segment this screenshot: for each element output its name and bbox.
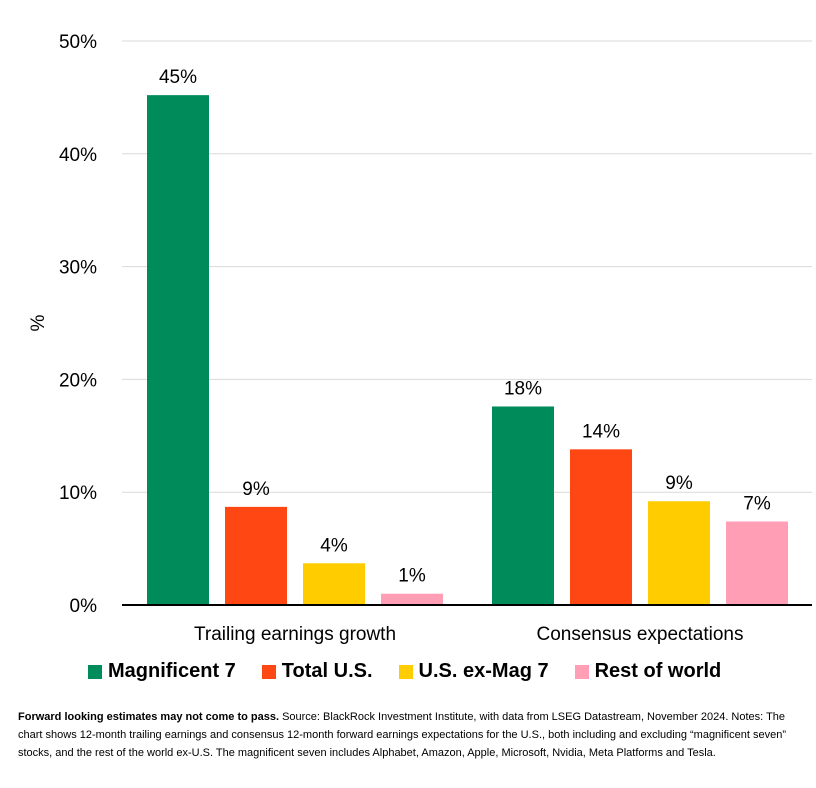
data-label: 7% (743, 494, 771, 515)
footnote: Forward looking estimates may not come t… (18, 708, 808, 762)
bars (147, 95, 788, 606)
legend-swatch (261, 664, 276, 679)
legend-label: U.S. ex-Mag 7 (418, 660, 549, 682)
footnote-bold: Forward looking estimates may not come t… (18, 711, 280, 723)
legend-label: Total U.S. (281, 660, 373, 682)
bar (648, 501, 710, 605)
legend-label: Rest of world (594, 660, 722, 682)
gridlines (122, 40, 812, 493)
category-labels: Trailing earnings growth Consensus expect… (194, 624, 744, 645)
legend-swatch (574, 664, 589, 679)
bar (381, 593, 443, 605)
y-axis-ticks: 0% 10% 20% 30% 40% 50% (59, 32, 97, 617)
y-tick-label: 50% (59, 32, 97, 53)
data-label: 18% (504, 378, 542, 399)
legend-label: Magnificent 7 (108, 660, 236, 682)
legend-swatch (88, 664, 102, 679)
category-label: Trailing earnings growth (194, 624, 396, 645)
data-label: 14% (582, 421, 620, 442)
data-label: 45% (159, 67, 197, 88)
legend: Magnificent 7 Total U.S. U.S. ex-Mag 7 Rest… (88, 660, 747, 683)
bar (225, 506, 287, 605)
bar (726, 521, 788, 605)
legend-item: U.S. ex-Mag 7 (398, 660, 549, 683)
category-label: Consensus expectations (536, 624, 743, 645)
legend-item: Rest of world (574, 660, 722, 683)
bar (492, 406, 554, 605)
legend-item: Total U.S. (261, 660, 373, 683)
y-tick-label: 0% (70, 596, 98, 617)
y-tick-label: 20% (59, 370, 97, 391)
data-label: 1% (398, 566, 426, 587)
data-label: 9% (665, 473, 693, 494)
y-axis-label: % (28, 314, 49, 331)
bar (570, 449, 632, 605)
legend-item: Magnificent 7 (88, 660, 236, 683)
data-labels: 45% 9% 4% 1% 18% 14% 9% 7% (159, 67, 771, 587)
data-label: 4% (320, 535, 348, 556)
bar (147, 95, 209, 606)
bar (303, 563, 365, 605)
data-label: 9% (242, 479, 270, 500)
footnote-text: Source: BlackRock Investment Institute, … (18, 711, 786, 759)
legend-swatch (398, 664, 413, 679)
bar-chart: 0%10%20%30%40%50% % 45%9%4%1%18%14%9%7% … (28, 32, 812, 645)
y-tick-label: 10% (59, 483, 97, 504)
y-tick-label: 40% (59, 145, 97, 166)
y-tick-label: 30% (59, 258, 97, 279)
